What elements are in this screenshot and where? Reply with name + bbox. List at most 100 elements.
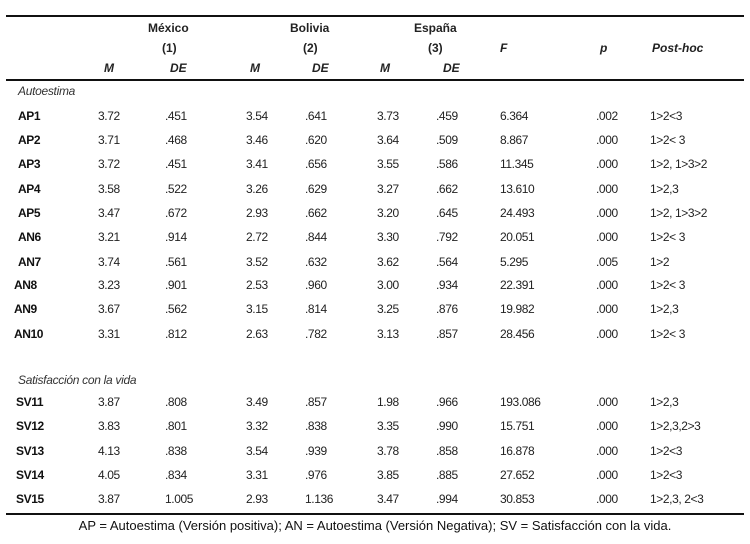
table-row: AN10 3.31 .812 2.63 .782 3.13 .857 28.456 .000 1>… xyxy=(0,327,750,345)
cell-m2: 3.26 xyxy=(246,182,268,196)
group-bolivia-code: (2) xyxy=(303,41,318,55)
cell-de3: .586 xyxy=(436,157,458,171)
cell-de3: .857 xyxy=(436,327,458,341)
table-row: SV14 4.05 .834 3.31 .976 3.85 .885 27.652 .000 1>… xyxy=(0,468,750,486)
cell-m1: 4.05 xyxy=(98,468,120,482)
cell-de2: .629 xyxy=(305,182,327,196)
cell-p: .000 xyxy=(596,327,618,341)
cell-de1: .468 xyxy=(165,133,187,147)
table-row: AP4 3.58 .522 3.26 .629 3.27 .662 13.610 .000 1>2… xyxy=(0,182,750,200)
cell-m1: 3.72 xyxy=(98,157,120,171)
cell-posthoc: 1>2 xyxy=(650,255,670,269)
cell-m2: 3.46 xyxy=(246,133,268,147)
table-row: AN6 3.21 .914 2.72 .844 3.30 .792 20.051 .000 1>2… xyxy=(0,230,750,248)
cell-p: .000 xyxy=(596,468,618,482)
cell-p: .000 xyxy=(596,182,618,196)
cell-de3: .509 xyxy=(436,133,458,147)
cell-m1: 3.67 xyxy=(98,302,120,316)
cell-m3: 3.00 xyxy=(377,278,399,292)
cell-de3: .564 xyxy=(436,255,458,269)
group-espana: España xyxy=(414,21,457,35)
cell-de2: .814 xyxy=(305,302,327,316)
cell-f: 27.652 xyxy=(500,468,535,482)
cell-de2: .662 xyxy=(305,206,327,220)
cell-f: 13.610 xyxy=(500,182,535,196)
cell-de2: .632 xyxy=(305,255,327,269)
cell-m1: 3.71 xyxy=(98,133,120,147)
cell-m1: 3.31 xyxy=(98,327,120,341)
cell-posthoc: 1>2,3,2>3 xyxy=(650,419,701,433)
cell-m1: 3.58 xyxy=(98,182,120,196)
m-header-3: M xyxy=(380,61,390,75)
section-title: Satisfacción con la vida xyxy=(18,373,137,387)
cell-de2: .857 xyxy=(305,395,327,409)
cell-p: .000 xyxy=(596,278,618,292)
cell-f: 6.364 xyxy=(500,109,529,123)
cell-de1: .451 xyxy=(165,109,187,123)
cell-de1: .562 xyxy=(165,302,187,316)
cell-f: 19.982 xyxy=(500,302,535,316)
section-title: Autoestima xyxy=(18,84,76,98)
cell-posthoc: 1>2, 1>3>2 xyxy=(650,157,708,171)
cell-de3: .876 xyxy=(436,302,458,316)
cell-de3: .934 xyxy=(436,278,458,292)
cell-m1: 3.21 xyxy=(98,230,120,244)
cell-de1: 1.005 xyxy=(165,492,194,506)
cell-posthoc: 1>2< 3 xyxy=(650,327,685,341)
cell-de1: .801 xyxy=(165,419,187,433)
cell-m2: 3.49 xyxy=(246,395,268,409)
cell-f: 8.867 xyxy=(500,133,529,147)
table-row: AN7 3.74 .561 3.52 .632 3.62 .564 5.295 .005 1>2 xyxy=(0,255,750,273)
cell-p: .000 xyxy=(596,133,618,147)
cell-m2: 2.72 xyxy=(246,230,268,244)
group-bolivia: Bolivia xyxy=(290,21,330,35)
cell-m1: 3.87 xyxy=(98,492,120,506)
de-header-1: DE xyxy=(170,61,187,75)
cell-f: 30.853 xyxy=(500,492,535,506)
cell-posthoc: 1>2, 1>3>2 xyxy=(650,206,708,220)
group-mexico-code: (1) xyxy=(162,41,177,55)
cell-item: SV12 xyxy=(16,419,44,433)
cell-de1: .561 xyxy=(165,255,187,269)
cell-m1: 3.87 xyxy=(98,395,120,409)
cell-m3: 3.73 xyxy=(377,109,399,123)
cell-m3: 3.35 xyxy=(377,419,399,433)
cell-item: AP4 xyxy=(18,182,41,196)
cell-de2: .641 xyxy=(305,109,327,123)
group-espana-code: (3) xyxy=(428,41,443,55)
cell-posthoc: 1>2< 3 xyxy=(650,278,685,292)
table-row: SV12 3.83 .801 3.32 .838 3.35 .990 15.751 .000 1>… xyxy=(0,419,750,437)
p-header: p xyxy=(600,41,608,55)
cell-p: .000 xyxy=(596,230,618,244)
cell-de2: .838 xyxy=(305,419,327,433)
cell-m2: 3.32 xyxy=(246,419,268,433)
table-row: AN8 3.23 .901 2.53 .960 3.00 .934 22.391 .000 1>2… xyxy=(0,278,750,296)
cell-item: AP5 xyxy=(18,206,41,220)
cell-de1: .901 xyxy=(165,278,187,292)
cell-item: AN10 xyxy=(14,327,44,341)
cell-posthoc: 1>2,3 xyxy=(650,182,679,196)
bottom-rule xyxy=(6,513,744,515)
cell-p: .005 xyxy=(596,255,618,269)
cell-de2: .782 xyxy=(305,327,327,341)
cell-de2: 1.136 xyxy=(305,492,334,506)
cell-item: SV14 xyxy=(16,468,44,482)
cell-m3: 1.98 xyxy=(377,395,399,409)
table-row: AP1 3.72 .451 3.54 .641 3.73 .459 6.364 .002 1>2<… xyxy=(0,109,750,127)
cell-m3: 3.13 xyxy=(377,327,399,341)
cell-f: 5.295 xyxy=(500,255,529,269)
cell-f: 16.878 xyxy=(500,444,535,458)
cell-m1: 3.23 xyxy=(98,278,120,292)
top-rule xyxy=(6,15,744,17)
cell-m2: 3.31 xyxy=(246,468,268,482)
table-row: SV13 4.13 .838 3.54 .939 3.78 .858 16.878 .000 1>… xyxy=(0,444,750,462)
cell-p: .000 xyxy=(596,419,618,433)
cell-item: AN7 xyxy=(18,255,41,269)
cell-m2: 3.41 xyxy=(246,157,268,171)
cell-m2: 3.52 xyxy=(246,255,268,269)
cell-p: .000 xyxy=(596,444,618,458)
cell-p: .000 xyxy=(596,206,618,220)
cell-de2: .960 xyxy=(305,278,327,292)
cell-posthoc: 1>2<3 xyxy=(650,109,683,123)
cell-p: .000 xyxy=(596,302,618,316)
